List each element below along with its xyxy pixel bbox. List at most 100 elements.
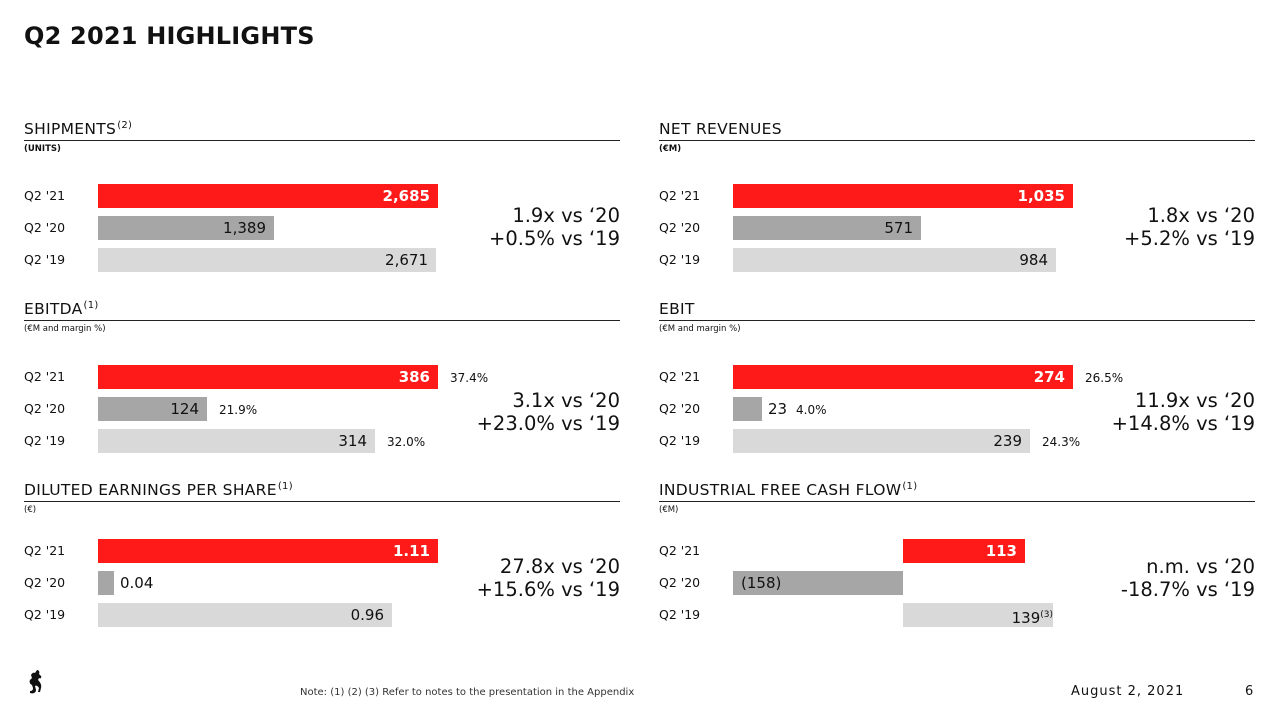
footnote-marker: (1) <box>277 481 293 492</box>
row-label: Q2 '21 <box>24 543 66 558</box>
bar-q2-19: 139(3) <box>903 603 1053 627</box>
footnote-marker: (2) <box>117 120 133 131</box>
comparison-vs-20: n.m. vs ‘20 <box>1146 555 1255 578</box>
panel-unit: (€M) <box>659 505 679 515</box>
row-label: Q2 '20 <box>24 575 66 590</box>
row-label: Q2 '20 <box>659 401 701 416</box>
row-q2-19: Q2 '19 984 <box>659 248 1255 272</box>
row-q2-19: Q2 '19 239 24.3% <box>659 429 1255 453</box>
comparison-vs-19: +5.2% vs ‘19 <box>1124 227 1255 250</box>
row-label: Q2 '21 <box>24 188 66 203</box>
row-q2-20: Q2 '20 1,389 <box>24 216 620 240</box>
row-label: Q2 '21 <box>659 188 701 203</box>
comparison-text: n.m. vs ‘20 -18.7% vs ‘19 <box>1121 555 1255 601</box>
bar-q2-19: 314 <box>98 429 375 453</box>
row-label: Q2 '19 <box>24 433 66 448</box>
comparison-vs-19: +15.6% vs ‘19 <box>476 578 620 601</box>
row-q2-20: Q2 '20 571 <box>659 216 1255 240</box>
bar-q2-19: 984 <box>733 248 1056 272</box>
row-q2-20: Q2 '20 0.04 <box>24 571 620 595</box>
panel-rule <box>659 501 1255 502</box>
row-label: Q2 '21 <box>24 369 66 384</box>
net-revenues-panel: NET REVENUES (€M) Q2 '21 1,035 Q2 '20 57… <box>659 120 1255 280</box>
row-label: Q2 '19 <box>24 252 66 267</box>
margin-label: 32.0% <box>387 435 426 449</box>
margin-label: 37.4% <box>450 371 489 385</box>
panel-title: DILUTED EARNINGS PER SHARE(1) <box>24 481 293 499</box>
row-label: Q2 '20 <box>659 220 701 235</box>
row-label: Q2 '19 <box>24 607 66 622</box>
comparison-vs-20: 3.1x vs ‘20 <box>512 389 620 412</box>
panel-title-text: EBITDA <box>24 300 83 318</box>
margin-label: 26.5% <box>1085 371 1124 385</box>
row-label: Q2 '19 <box>659 607 701 622</box>
bar-q2-20 <box>733 397 762 421</box>
panel-rule <box>659 140 1255 141</box>
row-q2-19: Q2 '19 139(3) <box>659 603 1255 627</box>
panel-title-text: INDUSTRIAL FREE CASH FLOW <box>659 481 902 499</box>
panel-unit: (€) <box>24 505 37 515</box>
comparison-vs-20: 27.8x vs ‘20 <box>499 555 620 578</box>
bar-q2-19: 239 <box>733 429 1030 453</box>
row-q2-21: Q2 '21 1,035 <box>659 184 1255 208</box>
presentation-date: August 2, 2021 <box>1071 684 1185 699</box>
bar-q2-20: 1,389 <box>98 216 274 240</box>
panel-unit: (€M) <box>659 144 682 154</box>
bar-q2-21: 113 <box>903 539 1025 563</box>
panel-title: NET REVENUES <box>659 120 782 138</box>
comparison-vs-20: 11.9x vs ‘20 <box>1134 389 1255 412</box>
row-q2-19: Q2 '19 0.96 <box>24 603 620 627</box>
panel-rule <box>24 501 620 502</box>
bar-value: 139 <box>1011 609 1041 627</box>
bar-q2-21: 386 <box>98 365 438 389</box>
bar-q2-21: 1.11 <box>98 539 438 563</box>
panel-title: EBITDA(1) <box>24 300 99 318</box>
row-label: Q2 '21 <box>659 543 701 558</box>
row-label: Q2 '19 <box>659 252 701 267</box>
panel-unit: (€M and margin %) <box>24 324 106 334</box>
comparison-vs-19: -18.7% vs ‘19 <box>1120 578 1255 601</box>
comparison-text: 1.9x vs ‘20 +0.5% vs ‘19 <box>489 204 620 250</box>
bar-q2-19: 2,671 <box>98 248 436 272</box>
row-q2-21: Q2 '21 2,685 <box>24 184 620 208</box>
panel-unit: (UNITS) <box>24 144 61 154</box>
ebit-panel: EBIT (€M and margin %) Q2 '21 274 26.5% … <box>659 300 1255 460</box>
margin-label: 21.9% <box>219 403 258 417</box>
row-q2-19: Q2 '19 314 32.0% <box>24 429 620 453</box>
panel-title-text: SHIPMENTS <box>24 120 117 138</box>
row-q2-21: Q2 '21 274 26.5% <box>659 365 1255 389</box>
footnote-marker: (1) <box>83 300 99 311</box>
bar-q2-21: 1,035 <box>733 184 1073 208</box>
panel-title: INDUSTRIAL FREE CASH FLOW(1) <box>659 481 917 499</box>
row-q2-20: Q2 '20 124 21.9% <box>24 397 620 421</box>
row-label: Q2 '21 <box>659 369 701 384</box>
comparison-vs-19: +0.5% vs ‘19 <box>489 227 620 250</box>
comparison-text: 3.1x vs ‘20 +23.0% vs ‘19 <box>477 389 620 435</box>
ebitda-panel: EBITDA(1) (€M and margin %) Q2 '21 386 3… <box>24 300 620 460</box>
prancing-horse-logo-icon <box>29 670 42 694</box>
row-q2-20: Q2 '20 (158) <box>659 571 1255 595</box>
footer-note: Note: (1) (2) (3) Refer to notes to the … <box>300 687 635 698</box>
bar-q2-20: 571 <box>733 216 921 240</box>
comparison-text: 1.8x vs ‘20 +5.2% vs ‘19 <box>1124 204 1255 250</box>
row-q2-21: Q2 '21 1.11 <box>24 539 620 563</box>
row-label: Q2 '19 <box>659 433 701 448</box>
row-q2-19: Q2 '19 2,671 <box>24 248 620 272</box>
panel-title-text: DILUTED EARNINGS PER SHARE <box>24 481 277 499</box>
diluted-eps-panel: DILUTED EARNINGS PER SHARE(1) (€) Q2 '21… <box>24 481 620 641</box>
bar-q2-21: 274 <box>733 365 1073 389</box>
comparison-vs-20: 1.8x vs ‘20 <box>1147 204 1255 227</box>
value-label-outside: 23 <box>768 400 788 418</box>
margin-label: 4.0% <box>796 403 827 417</box>
panel-rule <box>24 320 620 321</box>
bar-q2-20: (158) <box>733 571 903 595</box>
value-label-outside: 0.04 <box>120 574 154 592</box>
industrial-fcf-panel: INDUSTRIAL FREE CASH FLOW(1) (€M) Q2 '21… <box>659 481 1255 641</box>
row-label: Q2 '20 <box>659 575 701 590</box>
comparison-text: 11.9x vs ‘20 +14.8% vs ‘19 <box>1112 389 1255 435</box>
row-label: Q2 '20 <box>24 401 66 416</box>
slide-title: Q2 2021 HIGHLIGHTS <box>24 22 315 50</box>
margin-label: 24.3% <box>1042 435 1081 449</box>
panel-rule <box>659 320 1255 321</box>
bar-q2-19: 0.96 <box>98 603 392 627</box>
